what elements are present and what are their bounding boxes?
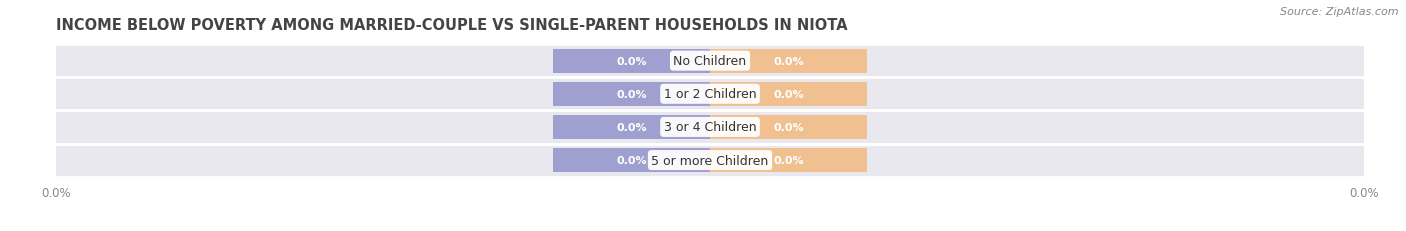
Bar (56, 78, 1364, 111)
Bar (56, 144, 1364, 177)
Text: 0.0%: 0.0% (773, 155, 804, 165)
Bar (56, 111, 1364, 144)
Text: Source: ZipAtlas.com: Source: ZipAtlas.com (1281, 7, 1399, 17)
Bar (553, 82, 710, 106)
Text: 0.0%: 0.0% (773, 122, 804, 132)
Text: INCOME BELOW POVERTY AMONG MARRIED-COUPLE VS SINGLE-PARENT HOUSEHOLDS IN NIOTA: INCOME BELOW POVERTY AMONG MARRIED-COUPL… (56, 18, 848, 33)
Text: 0.0%: 0.0% (773, 56, 804, 66)
Text: 0.0%: 0.0% (773, 89, 804, 99)
Text: 1 or 2 Children: 1 or 2 Children (664, 88, 756, 101)
Bar (710, 116, 868, 139)
Text: 0.0%: 0.0% (616, 122, 647, 132)
Bar (553, 49, 710, 73)
Text: 0.0%: 0.0% (616, 155, 647, 165)
Bar (56, 45, 1364, 78)
Text: 0.0%: 0.0% (616, 56, 647, 66)
Text: 3 or 4 Children: 3 or 4 Children (664, 121, 756, 134)
Text: No Children: No Children (673, 55, 747, 68)
Bar (710, 49, 868, 73)
Bar (553, 149, 710, 172)
Bar (710, 82, 868, 106)
Text: 5 or more Children: 5 or more Children (651, 154, 769, 167)
Text: 0.0%: 0.0% (616, 89, 647, 99)
Bar (553, 116, 710, 139)
Bar (710, 149, 868, 172)
